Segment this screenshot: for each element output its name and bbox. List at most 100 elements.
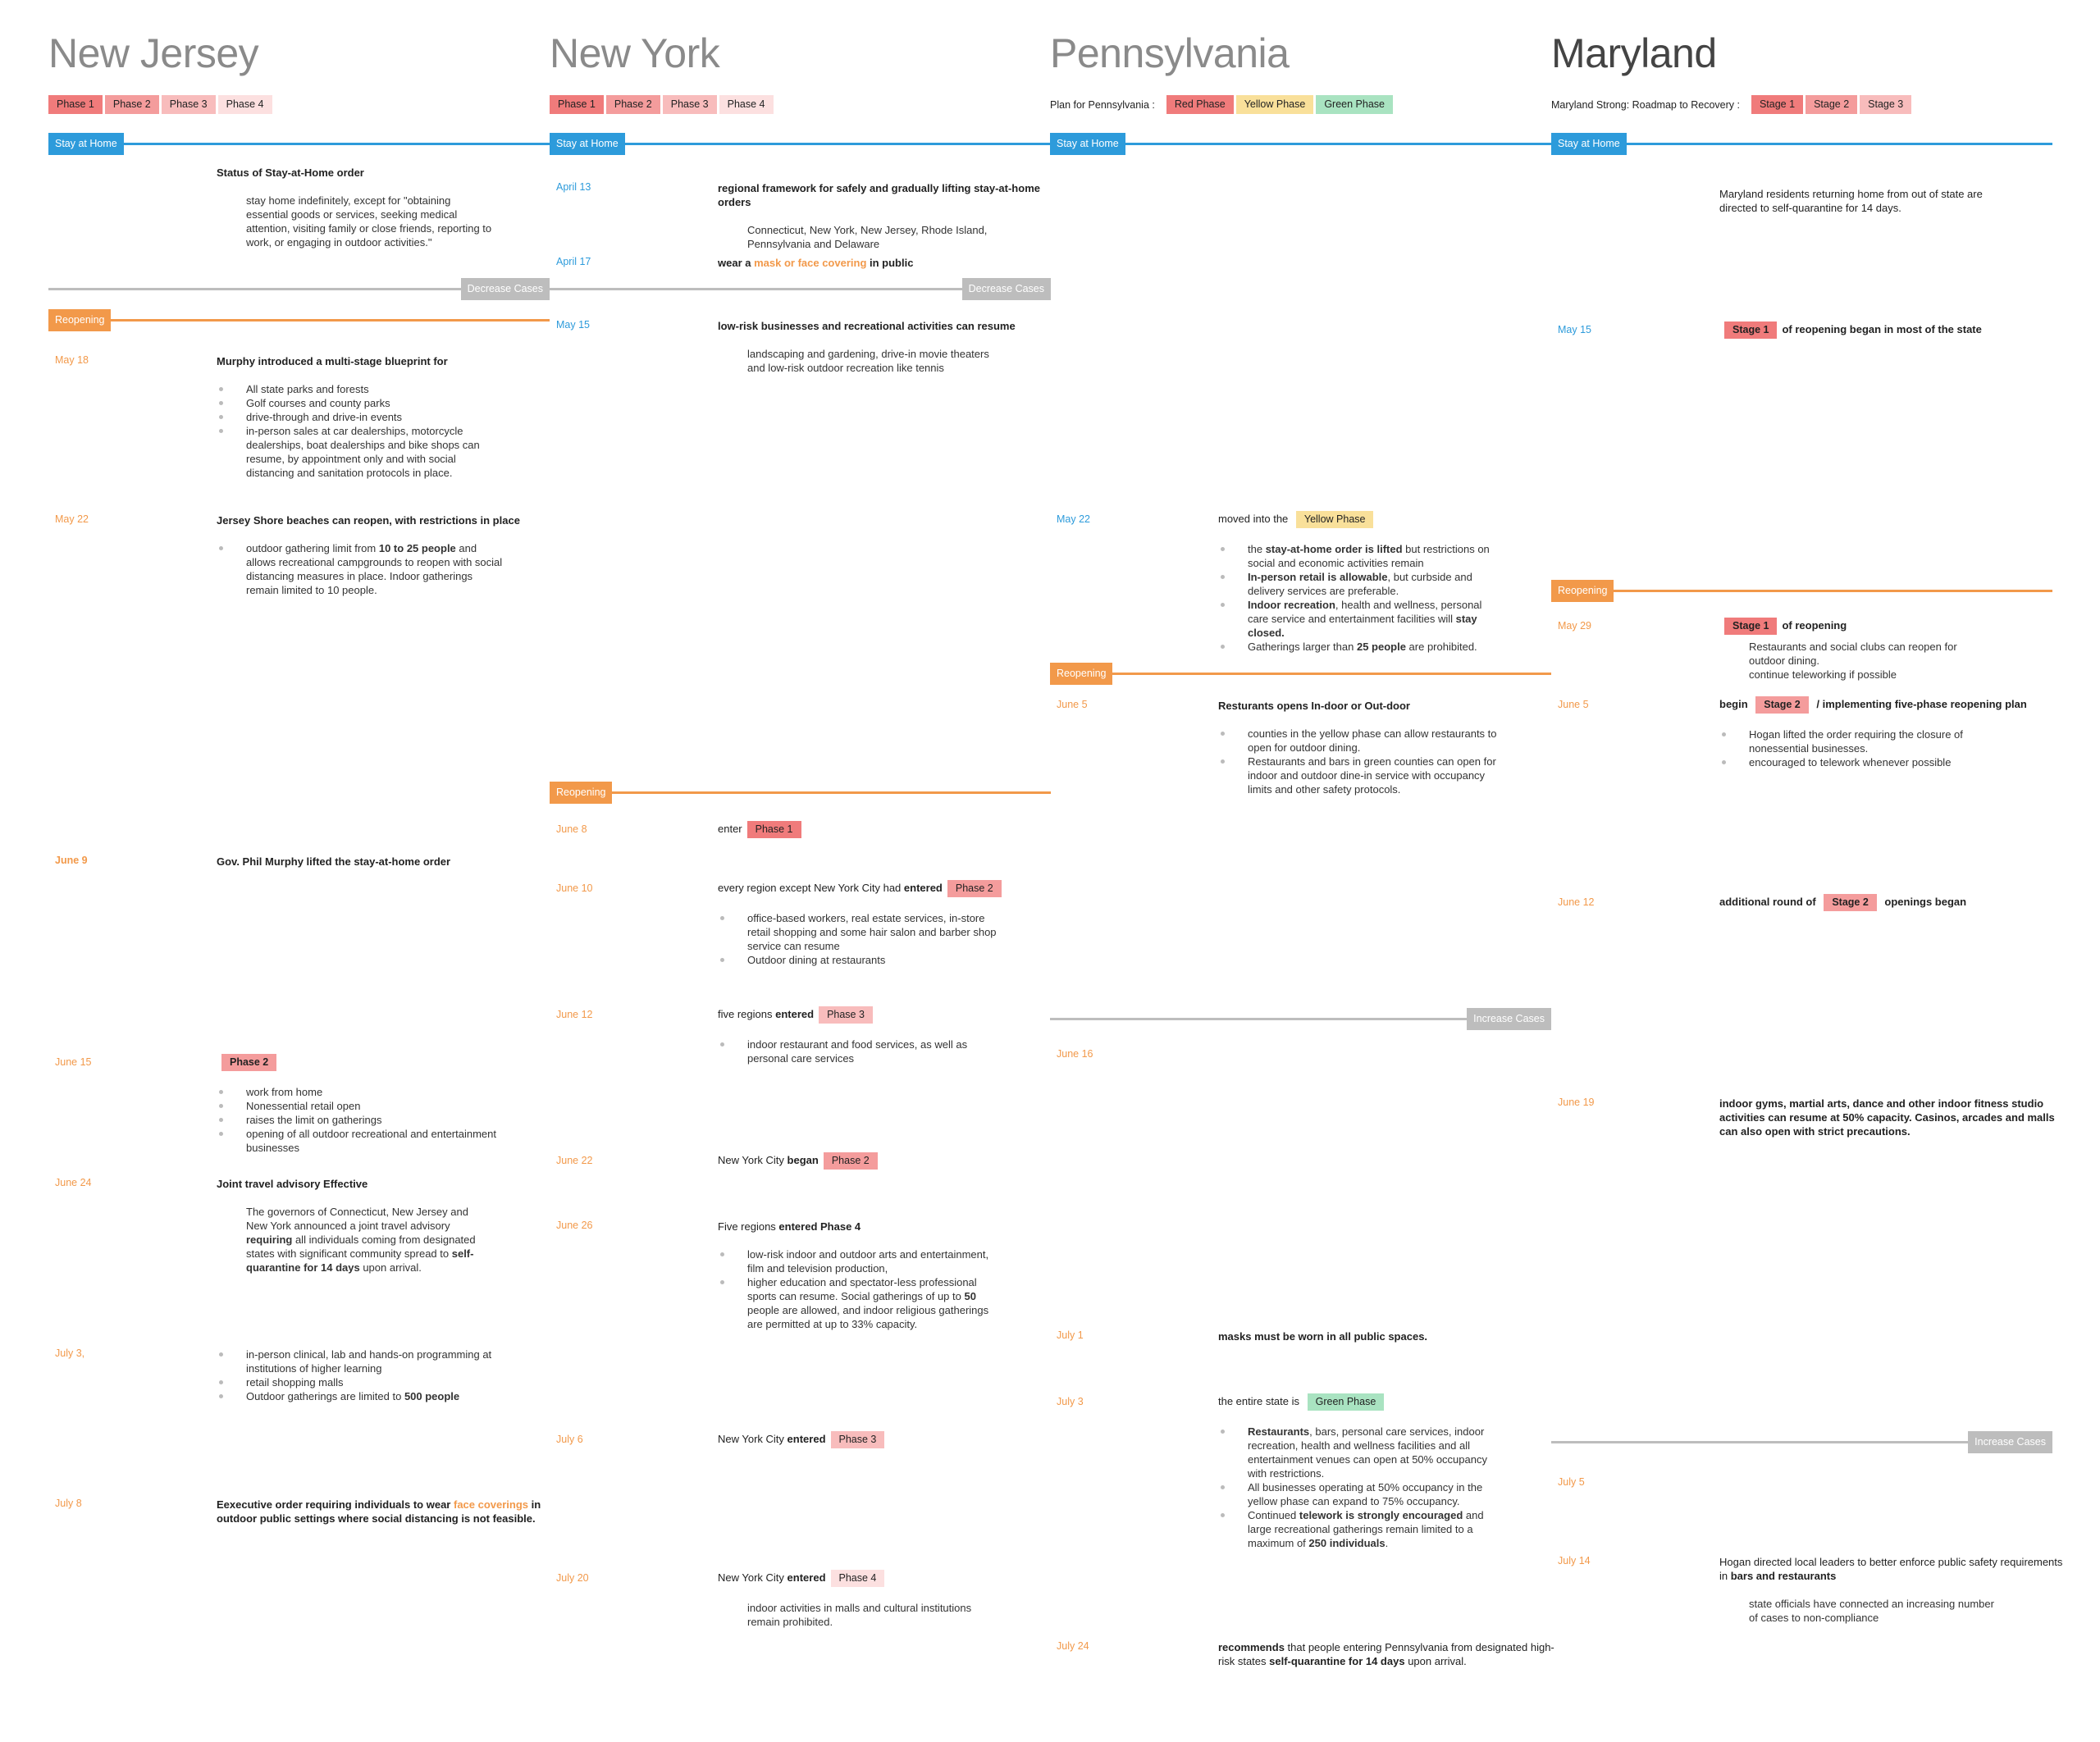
text-segment: Outdoor dining at restaurants — [747, 954, 886, 966]
event-date: June 12 — [556, 1009, 593, 1020]
bold-text: 25 people — [1356, 641, 1406, 653]
event-heading: Murphy introduced a multi-stage blueprin… — [217, 354, 561, 368]
bullet-item: Hogan lifted the order requiring the clo… — [1719, 727, 2006, 755]
bullet-item: Indoor recreation, health and wellness, … — [1218, 598, 1505, 640]
text-segment: state officials have connected an increa… — [1749, 1598, 1994, 1624]
text-segment: indoor activities in malls and cultural … — [747, 1602, 972, 1628]
event-heading: Maryland residents returning home from o… — [1719, 187, 1990, 215]
legend-badge: Phase 2 — [104, 95, 159, 114]
text-segment: and large recreational gatherings remain… — [1248, 1509, 1484, 1549]
bold-text: entered — [903, 882, 943, 894]
text-segment: Gatherings larger than — [1248, 641, 1357, 653]
text-segment: outdoor gathering limit from — [246, 542, 379, 554]
event-description: state officials have connected an increa… — [1749, 1597, 1995, 1625]
state-title: New York — [550, 30, 720, 76]
increase-line — [1050, 1018, 1551, 1020]
phase-badge: Stage 1 — [1724, 618, 1778, 635]
event-date: June 24 — [55, 1177, 92, 1188]
event-heading: Resturants opens In-door or Out-door — [1218, 699, 1563, 713]
legend-badge: Phase 4 — [217, 95, 272, 114]
bold-text: began — [787, 1154, 819, 1166]
event-date: May 29 — [1558, 620, 1591, 632]
timeline-event: additional round of Stage 2 openings beg… — [1719, 894, 2064, 911]
event-heading: Joint travel advisory Effective — [217, 1177, 561, 1191]
text-segment: Eexecutive order requiring individuals t… — [217, 1498, 454, 1511]
legend-badge: Stage 3 — [1860, 95, 1912, 114]
bullet-item: low-risk indoor and outdoor arts and ent… — [718, 1247, 1005, 1275]
timeline-event: Gov. Phil Murphy lifted the stay-at-home… — [217, 855, 561, 869]
text-segment: regional framework for safely and gradua… — [718, 182, 1040, 208]
event-date: May 18 — [55, 354, 89, 366]
event-heading: Status of Stay-at-Home order — [217, 166, 561, 180]
event-heading: every region except New York City had en… — [718, 880, 1062, 897]
state-title: Pennsylvania — [1050, 30, 1290, 76]
bullet-item: outdoor gathering limit from 10 to 25 pe… — [217, 541, 504, 597]
phase-legend: Maryland Strong: Roadmap to Recovery : St… — [1551, 95, 1914, 114]
text-segment: additional round of — [1719, 896, 1819, 908]
timeline-event: low-risk businesses and recreational act… — [718, 319, 1062, 375]
phase-badge: Phase 2 — [221, 1054, 277, 1071]
text-segment: , but curbside and delivery services are… — [1248, 571, 1472, 597]
text-segment: Hogan directed local leaders to better e… — [1719, 1556, 2063, 1582]
highlight-link[interactable]: face coverings — [453, 1498, 529, 1511]
text-segment: New York City — [718, 1571, 788, 1584]
text-segment: moved into the — [1218, 513, 1291, 525]
stay-label: Stay at Home — [48, 133, 124, 155]
timeline-event: Hogan directed local leaders to better e… — [1719, 1555, 2064, 1625]
highlight-link[interactable]: mask or face covering — [754, 257, 867, 269]
text-segment: people are allowed, and indoor religious… — [747, 1304, 989, 1330]
reopen-line — [48, 319, 550, 321]
text-segment: in-person clinical, lab and hands-on pro… — [246, 1348, 492, 1375]
text-segment: Hogan lifted the order requiring the clo… — [1749, 728, 1963, 755]
timeline-event: Resturants opens In-door or Out-door coun… — [1218, 699, 1563, 796]
event-date: June 26 — [556, 1220, 593, 1231]
event-description: stay home indefinitely, except for "obta… — [246, 194, 492, 249]
text-segment: in-person sales at car dealerships, moto… — [246, 425, 480, 479]
event-heading: regional framework for safely and gradua… — [718, 181, 1062, 209]
bold-text: entered Phase 4 — [778, 1220, 861, 1233]
timeline-event: wear a mask or face covering in public — [718, 256, 1062, 270]
text-segment: enter — [718, 823, 742, 835]
event-heading: Gov. Phil Murphy lifted the stay-at-home… — [217, 855, 561, 869]
legend-badge: Green Phase — [1316, 95, 1393, 114]
text-segment: higher education and spectator-less prof… — [747, 1276, 977, 1302]
reopen-line — [1050, 673, 1551, 675]
bullet-item: in-person sales at car dealerships, moto… — [217, 424, 504, 480]
legend-badge: Red Phase — [1166, 95, 1234, 114]
bullet-item: office-based workers, real estate servic… — [718, 911, 1005, 953]
bullet-item: Golf courses and county parks — [217, 396, 504, 410]
timeline-event: the entire state is Green Phase Restauran… — [1218, 1393, 1563, 1550]
text-segment: Status of Stay-at-Home order — [217, 166, 364, 179]
bold-text: 50 — [964, 1290, 976, 1302]
event-heading: New York City entered Phase 3 — [718, 1431, 1062, 1448]
text-segment: office-based workers, real estate servic… — [747, 912, 997, 952]
text-segment: Resturants opens In-door or Out-door — [1218, 700, 1410, 712]
text-segment: are prohibited. — [1405, 641, 1477, 653]
timeline-event: every region except New York City had en… — [718, 880, 1062, 967]
event-description: landscaping and gardening, drive-in movi… — [747, 347, 993, 375]
phase-badge: Stage 1 — [1724, 321, 1778, 339]
bullet-item: Outdoor dining at restaurants — [718, 953, 1005, 967]
event-heading: Five regions entered Phase 4 — [718, 1220, 1062, 1234]
event-heading: enter Phase 1 — [718, 821, 1062, 838]
bullet-item: Outdoor gatherings are limited to 500 pe… — [217, 1389, 504, 1403]
bold-text: recommends — [1218, 1641, 1285, 1653]
event-bullet-list: Restaurants, bars, personal care service… — [1218, 1425, 1505, 1550]
timeline-event: Phase 2 work from home Nonessential retail… — [217, 1054, 561, 1155]
bullet-item: All state parks and forests — [217, 382, 504, 396]
phase-badge: Phase 3 — [830, 1431, 885, 1448]
text-segment: begin — [1719, 698, 1751, 710]
reopen-label: Reopening — [48, 309, 112, 331]
bold-text: telework is strongly encouraged — [1299, 1509, 1463, 1521]
event-heading: Hogan directed local leaders to better e… — [1719, 1555, 2064, 1583]
event-date: July 24 — [1057, 1640, 1089, 1652]
event-heading: masks must be worn in all public spaces. — [1218, 1329, 1563, 1343]
event-bullet-list: work from home Nonessential retail open ra… — [217, 1085, 504, 1155]
bold-text: requiring — [246, 1234, 293, 1246]
text-segment: Five regions — [718, 1220, 779, 1233]
text-segment: Maryland residents returning home from o… — [1719, 188, 1983, 214]
text-segment: , bars, personal care services, indoor r… — [1248, 1425, 1487, 1480]
legend-badge: Stage 2 — [1806, 95, 1858, 114]
legend-badge: Stage 1 — [1751, 95, 1804, 114]
bullet-item: Restaurants, bars, personal care service… — [1218, 1425, 1505, 1480]
